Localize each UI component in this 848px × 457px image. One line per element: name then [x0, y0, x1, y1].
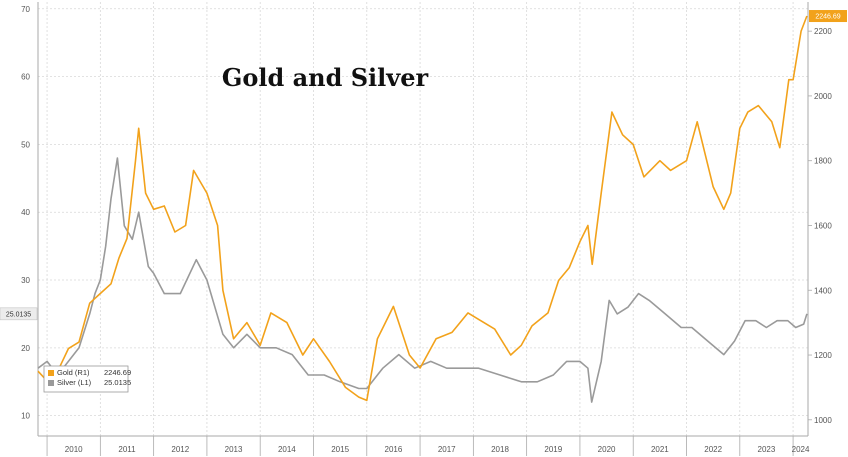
- legend: Gold (R1) 2246.69 Silver (L1) 25.0135: [43, 365, 131, 393]
- axes: 2010 2011 2012 2013 2014 2015 2016 2017 2018 2019…: [21, 2, 832, 456]
- chart-title: Gold and Silver: [222, 63, 429, 92]
- y-right-tick-label: 1800: [814, 157, 832, 166]
- silver-last-value-label: 25.0135: [6, 311, 31, 318]
- legend-box: [43, 365, 129, 393]
- y-right-tick-label: 2000: [814, 92, 832, 101]
- y-left-tick-label: 60: [21, 73, 30, 82]
- x-tick-label: 2015: [331, 445, 349, 454]
- x-tick-label: 2022: [704, 445, 722, 454]
- gold-last-value-label: 2246.69: [815, 14, 840, 21]
- legend-swatch: [48, 370, 54, 376]
- y-right-tick-label: 1200: [814, 351, 832, 360]
- silver-last-value-flag: [0, 307, 38, 321]
- legend-value: 2246.69: [104, 368, 131, 377]
- legend-value: 25.0135: [104, 378, 131, 387]
- y-left-tick-label: 20: [21, 344, 30, 353]
- x-tick-label: 2010: [65, 445, 83, 454]
- legend-swatch: [48, 380, 54, 386]
- y-left-tick-label: 10: [21, 412, 30, 421]
- gold-last-value-flag: [809, 10, 847, 23]
- x-tick-label: 2020: [598, 445, 616, 454]
- x-tick-label: 2021: [651, 445, 669, 454]
- gold-series-line: [37, 15, 808, 402]
- x-tick-label: 2019: [544, 445, 562, 454]
- legend-label: Gold (R1): [57, 368, 90, 377]
- x-tick-label: 2013: [225, 445, 243, 454]
- x-tick-label: 2023: [758, 445, 776, 454]
- y-right-tick-label: 1600: [814, 221, 832, 230]
- grid: [38, 2, 808, 436]
- series-lines: [37, 15, 808, 403]
- y-left-tick-label: 30: [21, 276, 30, 285]
- x-tick-label: 2018: [491, 445, 509, 454]
- x-tick-label: 2017: [438, 445, 456, 454]
- legend-label: Silver (L1): [57, 378, 92, 387]
- y-right-tick-label: 2200: [814, 27, 832, 36]
- x-tick-label: 2024: [792, 445, 810, 454]
- y-left-tick-label: 70: [21, 5, 30, 14]
- y-right-tick-label: 1400: [814, 286, 832, 295]
- x-tick-label: 2011: [118, 445, 136, 454]
- x-tick-label: 2014: [278, 445, 296, 454]
- x-tick-label: 2012: [171, 445, 189, 454]
- y-right-tick-label: 1000: [814, 416, 832, 425]
- x-tick-label: 2016: [385, 445, 403, 454]
- y-left-tick-label: 50: [21, 140, 30, 149]
- silver-series-line: [37, 157, 808, 403]
- last-value-flags: 2246.69 25.0135: [0, 10, 847, 321]
- y-left-tick-label: 40: [21, 208, 30, 217]
